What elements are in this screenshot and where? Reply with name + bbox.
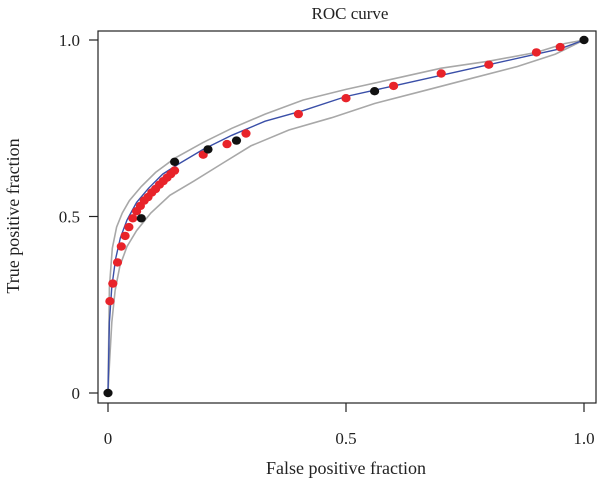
highlighted-point xyxy=(579,35,589,45)
x-tick-label: 0 xyxy=(104,429,113,448)
empirical-point xyxy=(120,231,130,241)
plot-frame xyxy=(97,30,597,404)
highlighted-point xyxy=(370,87,380,96)
empirical-point xyxy=(222,139,232,149)
empirical-point xyxy=(555,42,565,52)
y-tick-label: 1.0 xyxy=(59,31,80,50)
highlighted-point xyxy=(203,145,213,154)
chart-title: ROC curve xyxy=(312,4,389,23)
highlighted-point xyxy=(103,388,113,398)
y-axis-label: True positive fraction xyxy=(3,138,23,293)
highlighted-point xyxy=(231,136,242,145)
x-axis-ticks: 0 0.5 1.0 xyxy=(104,403,595,448)
confidence-band xyxy=(107,39,585,394)
empirical-point xyxy=(116,242,126,251)
x-tick-label: 1.0 xyxy=(573,429,594,448)
empirical-point xyxy=(484,60,494,69)
y-tick-label: 0.5 xyxy=(59,208,80,227)
empirical-point xyxy=(170,166,180,175)
empirical-point xyxy=(105,297,115,306)
empirical-point xyxy=(293,109,303,119)
confidence-band-lower xyxy=(107,39,585,394)
fitted-curve xyxy=(107,39,585,394)
empirical-point xyxy=(341,94,351,103)
highlighted-point xyxy=(170,157,180,166)
y-tick-label: 0 xyxy=(72,384,81,403)
empirical-point xyxy=(112,258,123,267)
fitted-curve-line xyxy=(107,39,585,394)
confidence-band-upper xyxy=(107,39,585,394)
y-axis-ticks: 0 0.5 1.0 xyxy=(59,31,98,403)
highlighted-point xyxy=(136,214,146,223)
empirical-point xyxy=(389,81,399,91)
empirical-point xyxy=(241,129,251,138)
empirical-point xyxy=(124,222,134,232)
empirical-point xyxy=(436,69,446,78)
empirical-point xyxy=(531,48,542,57)
data-points xyxy=(103,35,589,398)
x-tick-label: 0.5 xyxy=(335,429,356,448)
empirical-point xyxy=(108,279,118,288)
x-axis-label: False positive fraction xyxy=(266,458,426,478)
empirical-point xyxy=(128,214,138,223)
